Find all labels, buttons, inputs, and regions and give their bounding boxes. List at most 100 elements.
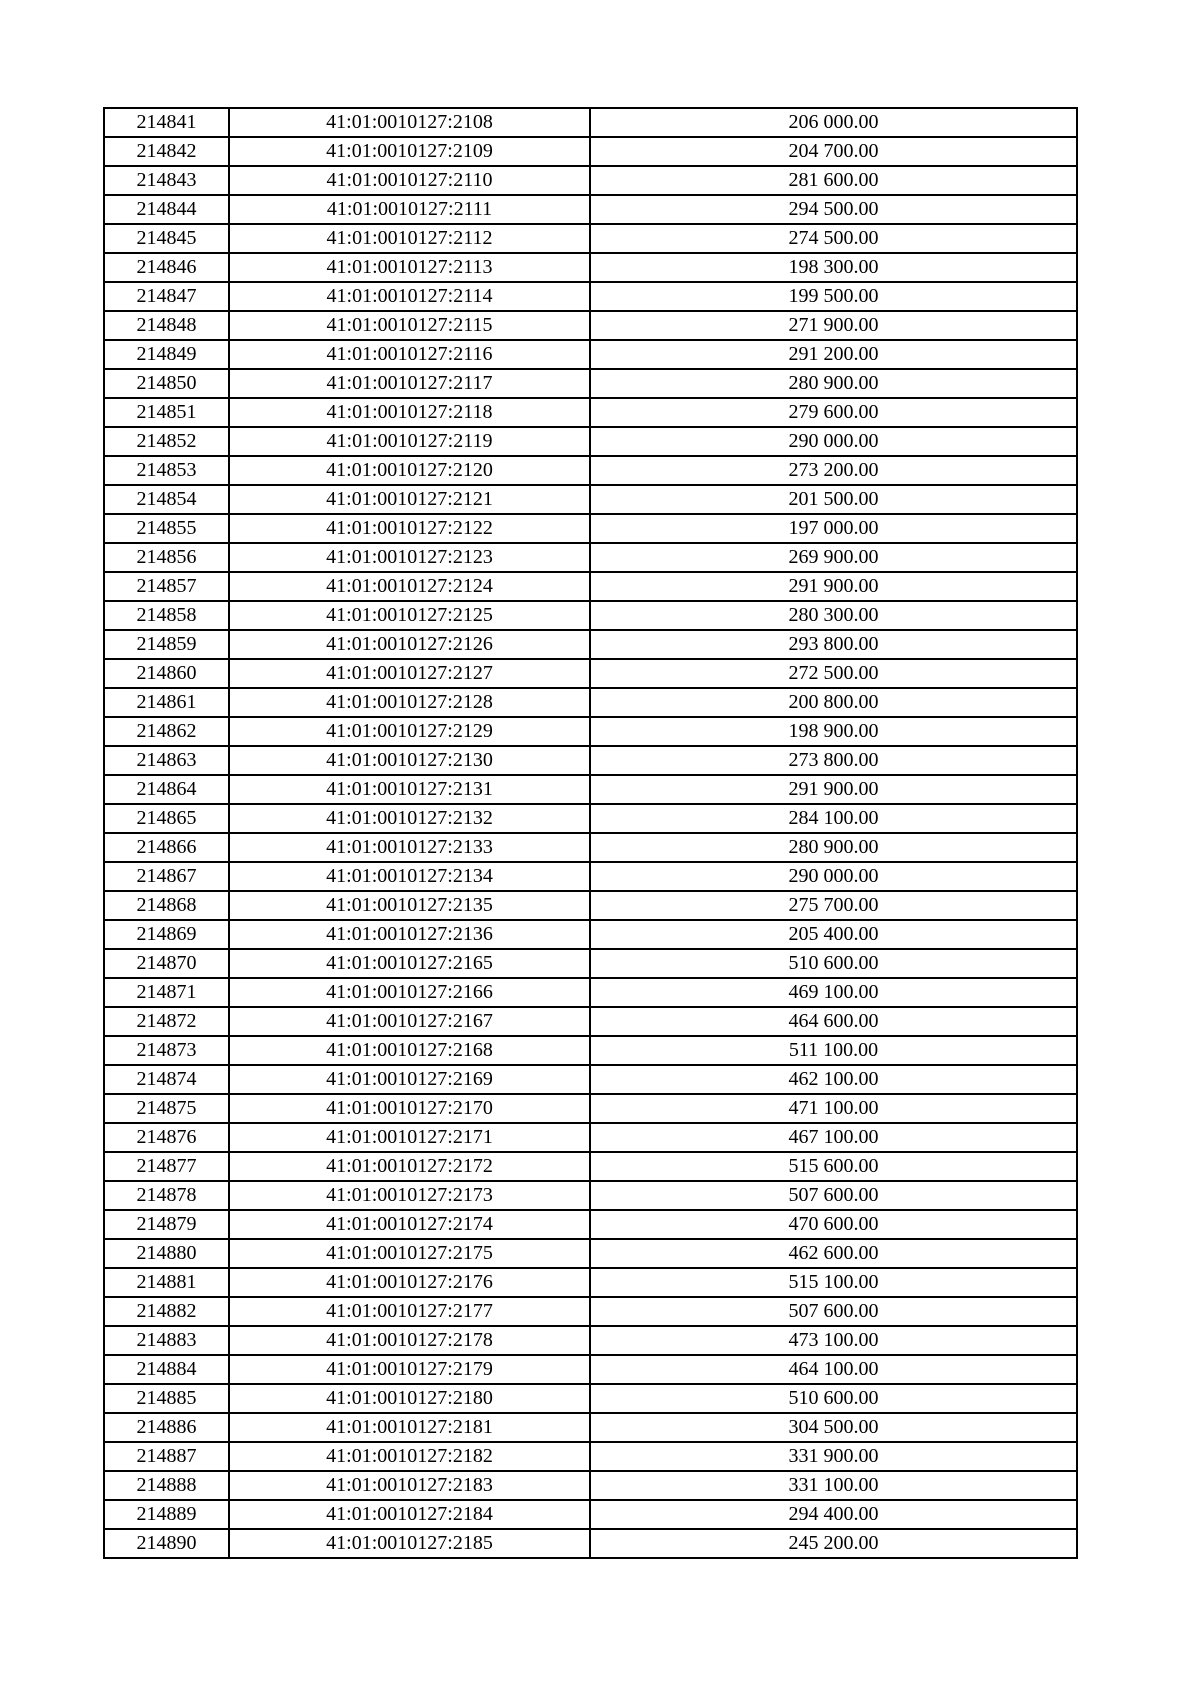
table-row: 214853 41:01:0010127:2120 273 200.00 xyxy=(103,455,1078,486)
value-cell: 280 900.00 xyxy=(589,368,1078,399)
value-cell: 471 100.00 xyxy=(589,1093,1078,1124)
cadastral-number-cell: 41:01:0010127:2181 xyxy=(228,1412,591,1443)
record-id-cell: 214854 xyxy=(103,484,230,515)
record-id-cell: 214875 xyxy=(103,1093,230,1124)
table-row: 214866 41:01:0010127:2133 280 900.00 xyxy=(103,832,1078,863)
value-cell: 274 500.00 xyxy=(589,223,1078,254)
cadastral-number-cell: 41:01:0010127:2166 xyxy=(228,977,591,1008)
table-row: 214844 41:01:0010127:2111 294 500.00 xyxy=(103,194,1078,225)
value-cell: 198 300.00 xyxy=(589,252,1078,283)
record-id-cell: 214853 xyxy=(103,455,230,486)
cadastral-number-cell: 41:01:0010127:2108 xyxy=(228,107,591,138)
cadastral-number-cell: 41:01:0010127:2136 xyxy=(228,919,591,950)
table-row: 214887 41:01:0010127:2182 331 900.00 xyxy=(103,1441,1078,1472)
table-row: 214888 41:01:0010127:2183 331 100.00 xyxy=(103,1470,1078,1501)
table-row: 214859 41:01:0010127:2126 293 800.00 xyxy=(103,629,1078,660)
record-id-cell: 214861 xyxy=(103,687,230,718)
cadastral-number-cell: 41:01:0010127:2116 xyxy=(228,339,591,370)
cadastral-number-cell: 41:01:0010127:2127 xyxy=(228,658,591,689)
table-row: 214861 41:01:0010127:2128 200 800.00 xyxy=(103,687,1078,718)
value-cell: 280 300.00 xyxy=(589,600,1078,631)
cadastral-number-cell: 41:01:0010127:2111 xyxy=(228,194,591,225)
cadastral-number-cell: 41:01:0010127:2167 xyxy=(228,1006,591,1037)
table-row: 214890 41:01:0010127:2185 245 200.00 xyxy=(103,1528,1078,1559)
value-cell: 279 600.00 xyxy=(589,397,1078,428)
value-cell: 464 600.00 xyxy=(589,1006,1078,1037)
table-row: 214873 41:01:0010127:2168 511 100.00 xyxy=(103,1035,1078,1066)
table-row: 214851 41:01:0010127:2118 279 600.00 xyxy=(103,397,1078,428)
table-row: 214864 41:01:0010127:2131 291 900.00 xyxy=(103,774,1078,805)
value-cell: 462 600.00 xyxy=(589,1238,1078,1269)
value-cell: 290 000.00 xyxy=(589,426,1078,457)
table-row: 214858 41:01:0010127:2125 280 300.00 xyxy=(103,600,1078,631)
cadastral-number-cell: 41:01:0010127:2118 xyxy=(228,397,591,428)
value-cell: 515 600.00 xyxy=(589,1151,1078,1182)
table-row: 214841 41:01:0010127:2108 206 000.00 xyxy=(103,107,1078,138)
value-cell: 331 900.00 xyxy=(589,1441,1078,1472)
cadastral-number-cell: 41:01:0010127:2182 xyxy=(228,1441,591,1472)
cadastral-number-cell: 41:01:0010127:2169 xyxy=(228,1064,591,1095)
table-row: 214885 41:01:0010127:2180 510 600.00 xyxy=(103,1383,1078,1414)
record-id-cell: 214856 xyxy=(103,542,230,573)
record-id-cell: 214852 xyxy=(103,426,230,457)
value-cell: 470 600.00 xyxy=(589,1209,1078,1240)
cadastral-number-cell: 41:01:0010127:2185 xyxy=(228,1528,591,1559)
table-row: 214869 41:01:0010127:2136 205 400.00 xyxy=(103,919,1078,950)
record-id-cell: 214871 xyxy=(103,977,230,1008)
cadastral-number-cell: 41:01:0010127:2168 xyxy=(228,1035,591,1066)
cadastral-number-cell: 41:01:0010127:2176 xyxy=(228,1267,591,1298)
record-id-cell: 214880 xyxy=(103,1238,230,1269)
cadastral-number-cell: 41:01:0010127:2128 xyxy=(228,687,591,718)
value-cell: 291 900.00 xyxy=(589,571,1078,602)
cadastral-number-cell: 41:01:0010127:2178 xyxy=(228,1325,591,1356)
table-row: 214846 41:01:0010127:2113 198 300.00 xyxy=(103,252,1078,283)
table-row: 214856 41:01:0010127:2123 269 900.00 xyxy=(103,542,1078,573)
record-id-cell: 214885 xyxy=(103,1383,230,1414)
record-id-cell: 214848 xyxy=(103,310,230,341)
record-id-cell: 214843 xyxy=(103,165,230,196)
value-cell: 294 400.00 xyxy=(589,1499,1078,1530)
table-row: 214862 41:01:0010127:2129 198 900.00 xyxy=(103,716,1078,747)
record-id-cell: 214877 xyxy=(103,1151,230,1182)
record-id-cell: 214855 xyxy=(103,513,230,544)
cadastral-number-cell: 41:01:0010127:2113 xyxy=(228,252,591,283)
table-row: 214886 41:01:0010127:2181 304 500.00 xyxy=(103,1412,1078,1443)
record-id-cell: 214874 xyxy=(103,1064,230,1095)
record-id-cell: 214872 xyxy=(103,1006,230,1037)
record-id-cell: 214886 xyxy=(103,1412,230,1443)
record-id-cell: 214842 xyxy=(103,136,230,167)
cadastral-number-cell: 41:01:0010127:2120 xyxy=(228,455,591,486)
value-cell: 510 600.00 xyxy=(589,948,1078,979)
cadastral-number-cell: 41:01:0010127:2174 xyxy=(228,1209,591,1240)
value-cell: 294 500.00 xyxy=(589,194,1078,225)
table-row: 214875 41:01:0010127:2170 471 100.00 xyxy=(103,1093,1078,1124)
table-row: 214872 41:01:0010127:2167 464 600.00 xyxy=(103,1006,1078,1037)
table-row: 214855 41:01:0010127:2122 197 000.00 xyxy=(103,513,1078,544)
value-cell: 464 100.00 xyxy=(589,1354,1078,1385)
record-id-cell: 214845 xyxy=(103,223,230,254)
table-row: 214843 41:01:0010127:2110 281 600.00 xyxy=(103,165,1078,196)
record-id-cell: 214881 xyxy=(103,1267,230,1298)
cadastral-number-cell: 41:01:0010127:2115 xyxy=(228,310,591,341)
table-row: 214871 41:01:0010127:2166 469 100.00 xyxy=(103,977,1078,1008)
value-cell: 507 600.00 xyxy=(589,1296,1078,1327)
record-id-cell: 214887 xyxy=(103,1441,230,1472)
record-id-cell: 214878 xyxy=(103,1180,230,1211)
value-cell: 198 900.00 xyxy=(589,716,1078,747)
record-id-cell: 214890 xyxy=(103,1528,230,1559)
value-cell: 204 700.00 xyxy=(589,136,1078,167)
record-id-cell: 214851 xyxy=(103,397,230,428)
record-id-cell: 214870 xyxy=(103,948,230,979)
records-table: 214841 41:01:0010127:2108 206 000.00 214842… xyxy=(103,107,1078,1559)
value-cell: 271 900.00 xyxy=(589,310,1078,341)
cadastral-number-cell: 41:01:0010127:2123 xyxy=(228,542,591,573)
table-row: 214848 41:01:0010127:2115 271 900.00 xyxy=(103,310,1078,341)
value-cell: 507 600.00 xyxy=(589,1180,1078,1211)
record-id-cell: 214850 xyxy=(103,368,230,399)
table-row: 214857 41:01:0010127:2124 291 900.00 xyxy=(103,571,1078,602)
table-row: 214845 41:01:0010127:2112 274 500.00 xyxy=(103,223,1078,254)
cadastral-number-cell: 41:01:0010127:2126 xyxy=(228,629,591,660)
table-row: 214863 41:01:0010127:2130 273 800.00 xyxy=(103,745,1078,776)
value-cell: 510 600.00 xyxy=(589,1383,1078,1414)
